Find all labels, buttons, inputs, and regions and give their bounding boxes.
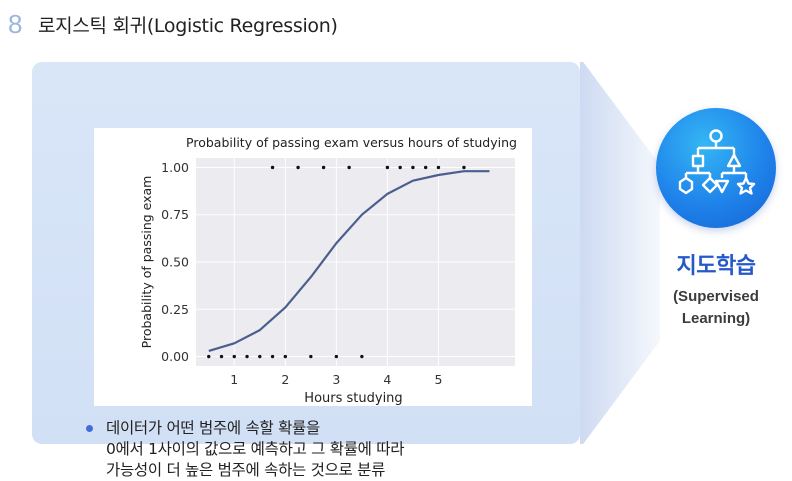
logistic-curve [208, 170, 490, 352]
y-tick-label: 0.75 [161, 207, 189, 222]
data-point [232, 354, 236, 359]
decision-tree-icon [678, 129, 756, 195]
chart-title: Probability of passing exam versus hours… [186, 135, 517, 150]
side-subtitle-line-1: (Supervised [673, 288, 759, 305]
slide-number: 8 [8, 8, 23, 39]
x-axis-label: Hours studying [304, 391, 402, 406]
x-tick-label: 3 [332, 372, 340, 387]
y-axis-label: Probability of passing exam [139, 176, 154, 349]
supervised-badge [656, 108, 776, 228]
bullet-line-1: 데이터가 어떤 범주에 속할 확률을 [106, 419, 320, 437]
side-subtitle: (Supervised Learning) [636, 286, 792, 330]
data-point [270, 165, 275, 170]
slide-title: 로지스틱 회귀(Logistic Regression) [38, 14, 338, 37]
data-point [436, 165, 441, 170]
slide-header: 8 로지스틱 회귀(Logistic Regression) [8, 8, 338, 40]
x-tick-label: 2 [281, 372, 289, 387]
data-point [219, 354, 224, 359]
data-point [462, 165, 466, 170]
data-point [270, 354, 275, 359]
bullet-line-2: 0에서 1사이의 값으로 예측하고 그 확률에 따라 [106, 440, 405, 458]
logistic-chart: 1 2 3 4 5 0.00 0.25 0.50 0.75 1.00 Probability of … [139, 135, 517, 406]
data-point [296, 165, 300, 170]
bullet-list: 데이터가 어떤 범주에 속할 확률을 0에서 1사이의 값으로 예측하고 그 확… [86, 418, 586, 481]
data-point [207, 354, 211, 359]
data-point [309, 354, 313, 359]
data-point [398, 165, 402, 170]
x-tick-label: 4 [383, 372, 391, 387]
content-panel: 1 2 3 4 5 0.00 0.25 0.50 0.75 1.00 Probability of … [32, 62, 580, 479]
chart-area: 1 2 3 4 5 0.00 0.25 0.50 0.75 1.00 Probability of … [94, 128, 532, 406]
y-tick-label: 0.50 [161, 255, 189, 270]
x-tick-label: 1 [230, 372, 238, 387]
data-point [347, 165, 351, 170]
data-point [385, 165, 390, 170]
data-point [423, 165, 428, 170]
data-point [360, 354, 364, 359]
data-point [258, 354, 262, 359]
side-title: 지도학습 [676, 254, 756, 279]
y-tick-label: 0.00 [161, 349, 189, 364]
x-tick-label: 5 [434, 372, 442, 387]
bullet-line-3: 가능성이 더 높은 범주에 속하는 것으로 분류 [106, 461, 386, 479]
bullet-dot [86, 425, 93, 432]
data-point [411, 165, 415, 170]
bullet-item: 데이터가 어떤 범주에 속할 확률을 0에서 1사이의 값으로 예측하고 그 확… [86, 418, 586, 481]
data-point [321, 165, 326, 170]
y-tick-label: 1.00 [161, 160, 189, 175]
data-point [283, 354, 288, 359]
y-tick-label: 0.25 [161, 302, 189, 317]
data-point [245, 354, 249, 359]
data-point [334, 354, 339, 359]
side-subtitle-line-2: Learning) [681, 310, 751, 327]
